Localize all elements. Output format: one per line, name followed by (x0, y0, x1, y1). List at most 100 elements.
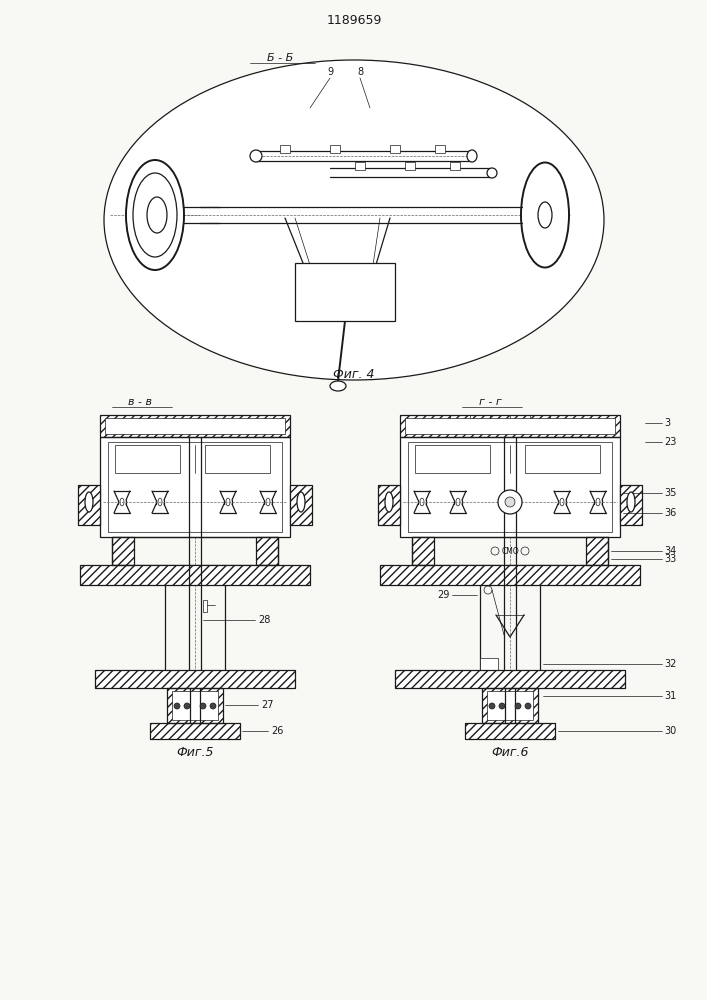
Bar (330, 145, 340, 153)
Bar (205, 445, 270, 473)
Text: 35: 35 (664, 488, 677, 498)
Ellipse shape (521, 162, 569, 267)
Bar (586, 537, 608, 565)
Bar (100, 437, 290, 537)
Text: 32: 32 (664, 659, 677, 669)
Bar (172, 691, 218, 720)
Ellipse shape (385, 492, 393, 512)
Bar (378, 485, 400, 525)
Circle shape (489, 703, 495, 709)
Text: 33: 33 (664, 554, 677, 564)
Bar (280, 145, 290, 153)
Bar (80, 565, 310, 585)
Bar (400, 415, 620, 437)
Text: Фиг. 4: Фиг. 4 (333, 368, 375, 381)
Bar (412, 537, 434, 565)
Circle shape (525, 703, 531, 709)
Ellipse shape (487, 168, 497, 178)
Bar (295, 263, 395, 321)
Text: Фиг.5: Фиг.5 (176, 746, 214, 760)
Text: Б - Б: Б - Б (267, 53, 293, 63)
Bar (400, 415, 620, 437)
Bar (167, 688, 223, 723)
Circle shape (498, 490, 522, 514)
Bar (380, 565, 640, 585)
Circle shape (200, 703, 206, 709)
Circle shape (184, 703, 190, 709)
Bar (405, 162, 415, 170)
Bar (465, 723, 555, 739)
Bar (620, 485, 642, 525)
Text: г - г: г - г (479, 397, 501, 407)
Ellipse shape (467, 150, 477, 162)
Circle shape (210, 703, 216, 709)
Ellipse shape (133, 173, 177, 257)
Bar (80, 565, 310, 585)
Ellipse shape (85, 492, 93, 512)
Bar (150, 723, 240, 739)
Bar (105, 418, 285, 434)
Text: 31: 31 (664, 691, 677, 701)
Bar (203, 600, 207, 612)
Text: 27: 27 (261, 700, 274, 710)
Bar (586, 537, 608, 565)
Bar (395, 670, 625, 688)
Ellipse shape (538, 202, 552, 228)
Bar (395, 670, 625, 688)
Ellipse shape (297, 492, 305, 512)
Bar (112, 537, 134, 565)
Bar (415, 445, 490, 473)
Bar (450, 162, 460, 170)
Bar (482, 688, 538, 723)
Bar (390, 145, 400, 153)
Bar (167, 688, 223, 723)
Text: 26: 26 (271, 726, 284, 736)
Text: 36: 36 (664, 508, 677, 518)
Bar (150, 723, 240, 739)
Text: Фиг.6: Фиг.6 (491, 746, 529, 760)
Bar (380, 565, 640, 585)
Text: 30: 30 (664, 726, 677, 736)
Bar (115, 445, 180, 473)
Bar (482, 688, 538, 723)
Bar (95, 670, 295, 688)
Bar (408, 442, 612, 532)
Bar (480, 658, 498, 670)
Bar (108, 442, 282, 532)
Bar (112, 537, 134, 565)
Bar (400, 437, 620, 537)
Bar (525, 445, 600, 473)
Ellipse shape (126, 160, 184, 270)
Text: 23: 23 (664, 437, 677, 447)
Circle shape (174, 703, 180, 709)
Ellipse shape (330, 381, 346, 391)
Circle shape (505, 497, 515, 507)
Text: 29: 29 (438, 590, 450, 600)
Bar (487, 691, 533, 720)
Bar (290, 485, 312, 525)
Text: 3: 3 (664, 418, 670, 428)
Ellipse shape (250, 150, 262, 162)
Ellipse shape (147, 197, 167, 233)
Bar (256, 537, 278, 565)
Bar (620, 485, 642, 525)
Bar (100, 415, 290, 437)
Bar (78, 485, 100, 525)
Circle shape (515, 703, 521, 709)
Circle shape (499, 703, 505, 709)
Bar (405, 418, 615, 434)
Bar (256, 537, 278, 565)
Bar (355, 162, 365, 170)
Bar (465, 723, 555, 739)
Text: СМО: СМО (501, 546, 519, 556)
Text: 34: 34 (664, 546, 677, 556)
Bar (95, 670, 295, 688)
Text: в - в: в - в (128, 397, 152, 407)
Text: 1189659: 1189659 (327, 13, 382, 26)
Bar (412, 537, 434, 565)
Bar (78, 485, 100, 525)
Text: 9: 9 (327, 67, 333, 77)
Ellipse shape (627, 492, 635, 512)
Bar (290, 485, 312, 525)
Bar (378, 485, 400, 525)
